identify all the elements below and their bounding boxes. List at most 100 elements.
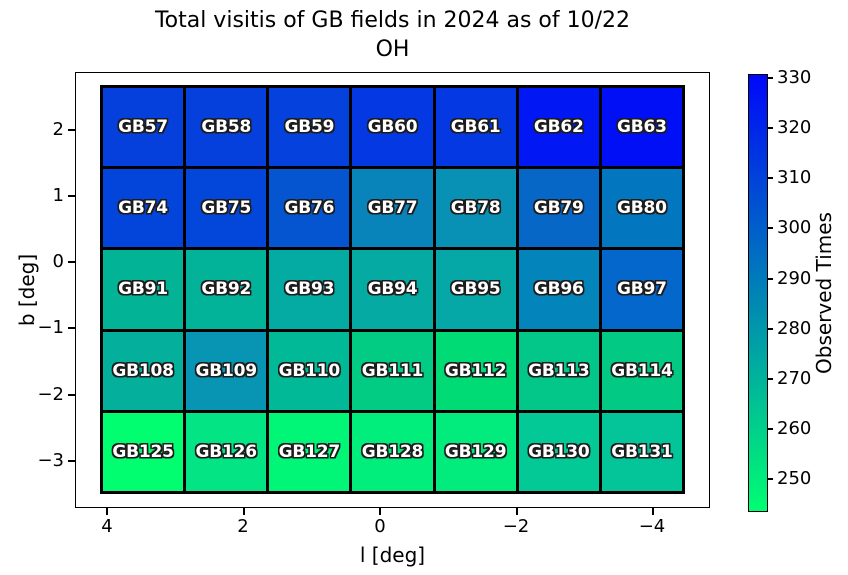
- field-cell-gb97: GB97: [601, 250, 682, 329]
- field-label: GB129: [444, 441, 507, 462]
- field-cell-gb129: GB129: [435, 412, 516, 491]
- y-tick-label: −2: [37, 384, 64, 405]
- x-tick-label: −4: [638, 516, 666, 537]
- field-cell-gb62: GB62: [518, 88, 599, 167]
- field-cell-gb130: GB130: [518, 412, 599, 491]
- chart-title-line2: OH: [375, 37, 410, 62]
- colorbar-tick-mark: [768, 77, 773, 79]
- field-label: GB130: [528, 441, 590, 462]
- field-label: GB59: [284, 117, 335, 138]
- field-label: GB126: [195, 441, 258, 462]
- colorbar-tick-mark: [768, 428, 773, 430]
- x-tick-mark: [379, 508, 381, 515]
- field-label: GB57: [118, 117, 168, 138]
- field-cell-gb80: GB80: [601, 169, 682, 248]
- field-cell-gb108: GB108: [103, 331, 184, 410]
- field-cell-gb74: GB74: [103, 169, 184, 248]
- colorbar-tick-label: 320: [777, 117, 812, 138]
- y-axis-label: b [deg]: [15, 253, 39, 327]
- field-cell-gb94: GB94: [352, 250, 433, 329]
- field-cell-gb110: GB110: [269, 331, 350, 410]
- field-label: GB75: [201, 198, 252, 219]
- field-label: GB95: [450, 279, 501, 300]
- field-cell-gb77: GB77: [352, 169, 433, 248]
- field-cell-gb113: GB113: [518, 331, 599, 410]
- field-cell-gb125: GB125: [103, 412, 184, 491]
- y-tick-label: 1: [52, 185, 64, 206]
- colorbar-tick-label: 280: [777, 318, 812, 339]
- field-label: GB58: [201, 117, 252, 138]
- field-cell-gb93: GB93: [269, 250, 350, 329]
- field-label: GB96: [533, 279, 584, 300]
- field-cell-gb109: GB109: [186, 331, 267, 410]
- x-axis-label: l [deg]: [359, 543, 426, 567]
- colorbar-tick-label: 290: [777, 268, 812, 289]
- field-label: GB113: [528, 360, 590, 381]
- field-label: GB128: [361, 441, 424, 462]
- colorbar-tick-label: 250: [777, 468, 812, 489]
- colorbar-gradient: [748, 74, 768, 512]
- field-label: GB74: [118, 198, 168, 219]
- field-label: GB80: [617, 198, 667, 219]
- x-tick-label: 2: [237, 516, 249, 537]
- field-cell-gb111: GB111: [352, 331, 433, 410]
- colorbar-tick-mark: [768, 328, 773, 330]
- field-label: GB131: [611, 441, 673, 462]
- y-tick-label: −1: [37, 317, 64, 338]
- colorbar-tick-mark: [768, 127, 773, 129]
- x-tick-label: −2: [502, 516, 530, 537]
- field-cell-gb128: GB128: [352, 412, 433, 491]
- field-cell-gb112: GB112: [435, 331, 516, 410]
- y-tick-mark: [68, 327, 75, 329]
- field-label: GB112: [444, 360, 507, 381]
- field-cell-gb61: GB61: [435, 88, 516, 167]
- field-cell-gb58: GB58: [186, 88, 267, 167]
- x-tick-mark: [652, 508, 654, 515]
- field-label: GB111: [361, 360, 424, 381]
- x-tick-mark: [243, 508, 245, 515]
- field-cell-gb75: GB75: [186, 169, 267, 248]
- field-heatmap: GB57 GB58 GB59 GB60 GB61 GB62 GB63 GB74 …: [100, 85, 685, 494]
- field-label: GB92: [201, 279, 252, 300]
- field-cell-gb127: GB127: [269, 412, 350, 491]
- y-tick-mark: [68, 129, 75, 131]
- colorbar-tick-mark: [768, 227, 773, 229]
- field-label: GB60: [367, 117, 418, 138]
- colorbar-tick-label: 260: [777, 418, 812, 439]
- colorbar-tick-mark: [768, 177, 773, 179]
- x-tick-label: 0: [374, 516, 386, 537]
- field-cell-gb57: GB57: [103, 88, 184, 167]
- field-cell-gb91: GB91: [103, 250, 184, 329]
- field-cell-gb76: GB76: [269, 169, 350, 248]
- field-label: GB62: [533, 117, 584, 138]
- field-label: GB61: [450, 117, 501, 138]
- colorbar-axis-label: Observed Times: [812, 212, 836, 374]
- colorbar-tick-mark: [768, 478, 773, 480]
- field-cell-gb95: GB95: [435, 250, 516, 329]
- field-label: GB114: [611, 360, 673, 381]
- field-cell-gb78: GB78: [435, 169, 516, 248]
- field-cell-gb126: GB126: [186, 412, 267, 491]
- field-cell-gb96: GB96: [518, 250, 599, 329]
- field-label: GB109: [195, 360, 258, 381]
- colorbar-tick-label: 270: [777, 368, 812, 389]
- y-tick-mark: [68, 261, 75, 263]
- colorbar-tick-mark: [768, 278, 773, 280]
- field-cell-gb63: GB63: [601, 88, 682, 167]
- chart-title-line1: Total visitis of GB fields in 2024 as of…: [154, 8, 631, 33]
- y-tick-mark: [68, 394, 75, 396]
- colorbar-tick-label: 300: [777, 217, 812, 238]
- colorbar-tick-label: 310: [777, 167, 812, 188]
- field-label: GB63: [617, 117, 667, 138]
- field-label: GB125: [112, 441, 174, 462]
- y-tick-mark: [68, 195, 75, 197]
- field-label: GB91: [118, 279, 168, 300]
- y-tick-label: −3: [37, 450, 64, 471]
- field-cell-gb79: GB79: [518, 169, 599, 248]
- y-tick-label: 0: [52, 251, 64, 272]
- field-label: GB127: [278, 441, 341, 462]
- field-cell-gb114: GB114: [601, 331, 682, 410]
- field-label: GB97: [617, 279, 667, 300]
- field-label: GB93: [284, 279, 335, 300]
- field-label: GB110: [278, 360, 341, 381]
